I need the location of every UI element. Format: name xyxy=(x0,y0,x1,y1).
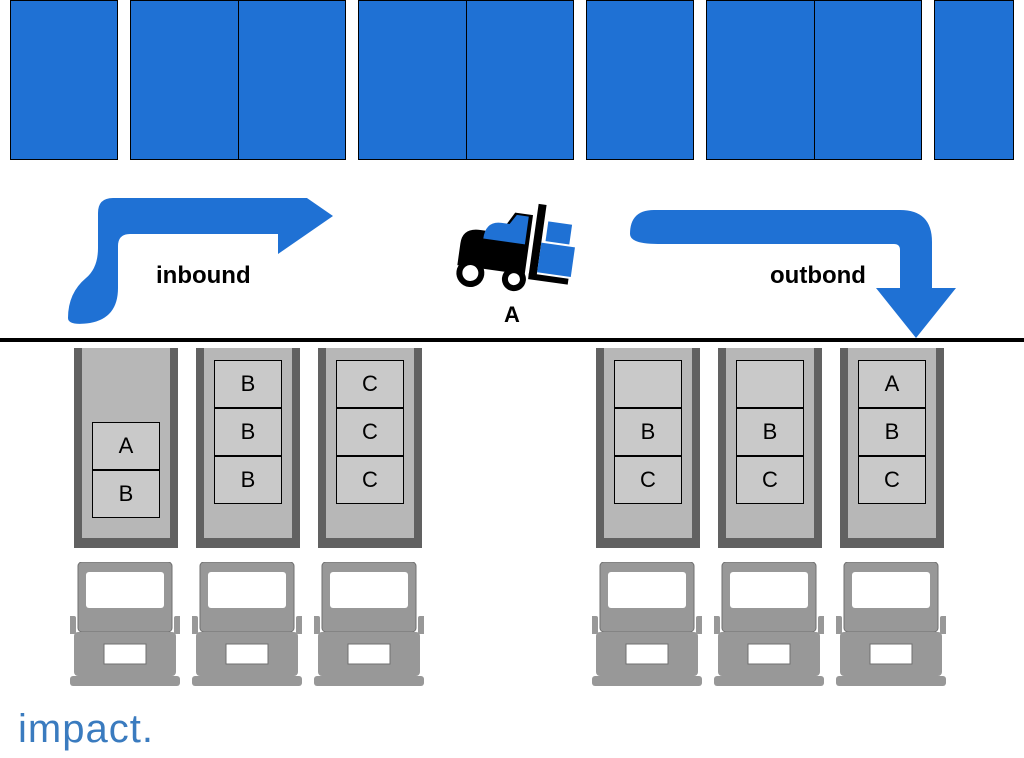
dock-5: ABC xyxy=(840,348,944,548)
outbound-label: outbond xyxy=(770,262,866,290)
dock-cell: C xyxy=(336,456,404,504)
inbound-label: inbound xyxy=(156,262,251,290)
truck-4 xyxy=(714,562,824,692)
forklift-icon xyxy=(440,195,590,305)
dock-cell xyxy=(736,360,804,408)
dock-cell: B xyxy=(214,408,282,456)
rack-divider xyxy=(466,1,467,159)
rack-divider xyxy=(238,1,239,159)
dock-2: CCC xyxy=(318,348,422,548)
truck-5 xyxy=(836,562,946,692)
dock-cell: C xyxy=(858,456,926,504)
dock-3: BC xyxy=(596,348,700,548)
dock-cell: C xyxy=(736,456,804,504)
storage-rack-3 xyxy=(586,0,694,160)
dock-cell: C xyxy=(336,408,404,456)
storage-rack-2 xyxy=(358,0,574,160)
truck-0 xyxy=(70,562,180,692)
rack-divider xyxy=(814,1,815,159)
dock-1: BBB xyxy=(196,348,300,548)
dock-0: AB xyxy=(74,348,178,548)
dock-cell: C xyxy=(614,456,682,504)
dock-cell: B xyxy=(214,360,282,408)
dock-cell: B xyxy=(92,470,160,518)
dock-cell xyxy=(614,360,682,408)
dock-4: BC xyxy=(718,348,822,548)
truck-3 xyxy=(592,562,702,692)
storage-rack-0 xyxy=(10,0,118,160)
dock-cell: A xyxy=(92,422,160,470)
dock-cell: C xyxy=(336,360,404,408)
storage-rack-5 xyxy=(934,0,1014,160)
forklift-label: A xyxy=(504,302,520,328)
truck-1 xyxy=(192,562,302,692)
dock-cell: A xyxy=(858,360,926,408)
truck-2 xyxy=(314,562,424,692)
brand-logo: impact. xyxy=(18,707,154,752)
dock-cell: B xyxy=(614,408,682,456)
storage-rack-4 xyxy=(706,0,922,160)
dock-cell: B xyxy=(736,408,804,456)
dock-cell: B xyxy=(858,408,926,456)
dock-cell: B xyxy=(214,456,282,504)
dock-divider-line xyxy=(0,338,1024,342)
storage-rack-1 xyxy=(130,0,346,160)
